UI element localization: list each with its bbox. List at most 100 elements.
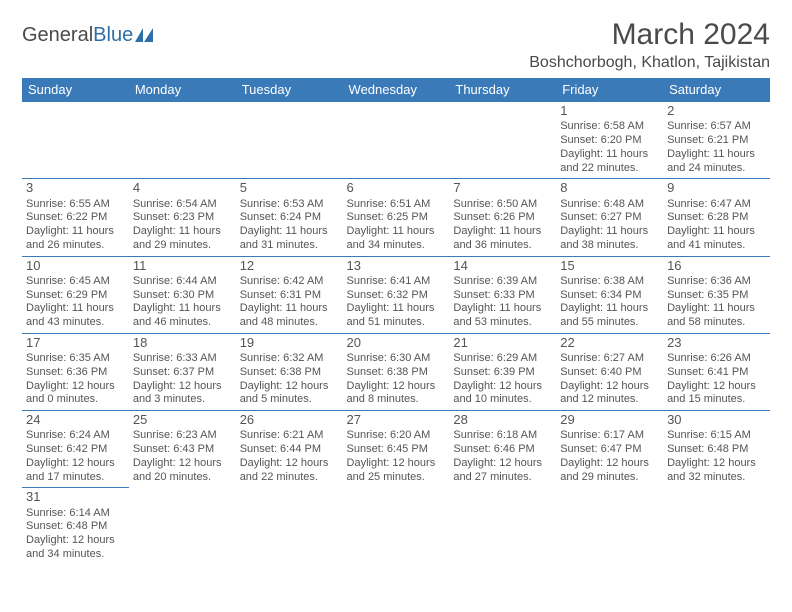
calendar-cell: 12Sunrise: 6:42 AMSunset: 6:31 PMDayligh… [236, 256, 343, 333]
sunset-text: Sunset: 6:34 PM [560, 289, 659, 303]
daylight-text: Daylight: 12 hours and 34 minutes. [26, 534, 125, 562]
day-number: 28 [453, 412, 552, 428]
daylight-text: Daylight: 11 hours and 36 minutes. [453, 225, 552, 253]
sunset-text: Sunset: 6:45 PM [347, 443, 446, 457]
calendar-cell: 23Sunrise: 6:26 AMSunset: 6:41 PMDayligh… [663, 333, 770, 410]
calendar-cell: 28Sunrise: 6:18 AMSunset: 6:46 PMDayligh… [449, 411, 556, 488]
calendar-cell: 13Sunrise: 6:41 AMSunset: 6:32 PMDayligh… [343, 256, 450, 333]
sunrise-text: Sunrise: 6:29 AM [453, 352, 552, 366]
calendar-cell: 15Sunrise: 6:38 AMSunset: 6:34 PMDayligh… [556, 256, 663, 333]
day-number: 10 [26, 258, 125, 274]
day-number: 7 [453, 180, 552, 196]
calendar-cell: 4Sunrise: 6:54 AMSunset: 6:23 PMDaylight… [129, 179, 236, 256]
sunrise-text: Sunrise: 6:36 AM [667, 275, 766, 289]
daylight-text: Daylight: 11 hours and 58 minutes. [667, 302, 766, 330]
calendar-cell: 22Sunrise: 6:27 AMSunset: 6:40 PMDayligh… [556, 333, 663, 410]
daylight-text: Daylight: 12 hours and 29 minutes. [560, 457, 659, 485]
daylight-text: Daylight: 12 hours and 0 minutes. [26, 380, 125, 408]
day-number: 30 [667, 412, 766, 428]
daylight-text: Daylight: 12 hours and 3 minutes. [133, 380, 232, 408]
daylight-text: Daylight: 11 hours and 38 minutes. [560, 225, 659, 253]
daylight-text: Daylight: 12 hours and 32 minutes. [667, 457, 766, 485]
daylight-text: Daylight: 11 hours and 53 minutes. [453, 302, 552, 330]
sunrise-text: Sunrise: 6:38 AM [560, 275, 659, 289]
calendar-cell: 19Sunrise: 6:32 AMSunset: 6:38 PMDayligh… [236, 333, 343, 410]
sunset-text: Sunset: 6:39 PM [453, 366, 552, 380]
sunset-text: Sunset: 6:20 PM [560, 134, 659, 148]
sunset-text: Sunset: 6:44 PM [240, 443, 339, 457]
calendar-table: Sunday Monday Tuesday Wednesday Thursday… [22, 78, 770, 565]
sunrise-text: Sunrise: 6:54 AM [133, 198, 232, 212]
day-number: 31 [26, 489, 125, 505]
calendar-cell: 9Sunrise: 6:47 AMSunset: 6:28 PMDaylight… [663, 179, 770, 256]
calendar-cell [343, 102, 450, 179]
calendar-week-row: 31Sunrise: 6:14 AMSunset: 6:48 PMDayligh… [22, 488, 770, 565]
calendar-cell: 18Sunrise: 6:33 AMSunset: 6:37 PMDayligh… [129, 333, 236, 410]
sunrise-text: Sunrise: 6:32 AM [240, 352, 339, 366]
sunrise-text: Sunrise: 6:44 AM [133, 275, 232, 289]
calendar-cell: 24Sunrise: 6:24 AMSunset: 6:42 PMDayligh… [22, 411, 129, 488]
day-number: 4 [133, 180, 232, 196]
daylight-text: Daylight: 11 hours and 51 minutes. [347, 302, 446, 330]
sunset-text: Sunset: 6:31 PM [240, 289, 339, 303]
logo-flag-icon [135, 28, 157, 44]
sunrise-text: Sunrise: 6:57 AM [667, 120, 766, 134]
daylight-text: Daylight: 12 hours and 5 minutes. [240, 380, 339, 408]
day-number: 9 [667, 180, 766, 196]
sunrise-text: Sunrise: 6:27 AM [560, 352, 659, 366]
sunrise-text: Sunrise: 6:15 AM [667, 429, 766, 443]
calendar-cell: 6Sunrise: 6:51 AMSunset: 6:25 PMDaylight… [343, 179, 450, 256]
sunrise-text: Sunrise: 6:48 AM [560, 198, 659, 212]
calendar-cell: 21Sunrise: 6:29 AMSunset: 6:39 PMDayligh… [449, 333, 556, 410]
sunrise-text: Sunrise: 6:14 AM [26, 507, 125, 521]
day-number: 19 [240, 335, 339, 351]
calendar-cell: 20Sunrise: 6:30 AMSunset: 6:38 PMDayligh… [343, 333, 450, 410]
calendar-cell: 7Sunrise: 6:50 AMSunset: 6:26 PMDaylight… [449, 179, 556, 256]
sunrise-text: Sunrise: 6:41 AM [347, 275, 446, 289]
sunset-text: Sunset: 6:24 PM [240, 211, 339, 225]
daylight-text: Daylight: 12 hours and 8 minutes. [347, 380, 446, 408]
day-header: Sunday [22, 78, 129, 102]
calendar-week-row: 10Sunrise: 6:45 AMSunset: 6:29 PMDayligh… [22, 256, 770, 333]
sunset-text: Sunset: 6:30 PM [133, 289, 232, 303]
sunset-text: Sunset: 6:42 PM [26, 443, 125, 457]
daylight-text: Daylight: 12 hours and 10 minutes. [453, 380, 552, 408]
calendar-cell [663, 488, 770, 565]
calendar-cell [236, 102, 343, 179]
sunset-text: Sunset: 6:33 PM [453, 289, 552, 303]
day-header: Monday [129, 78, 236, 102]
calendar-cell [449, 488, 556, 565]
sunrise-text: Sunrise: 6:39 AM [453, 275, 552, 289]
day-number: 5 [240, 180, 339, 196]
day-number: 29 [560, 412, 659, 428]
calendar-week-row: 1Sunrise: 6:58 AMSunset: 6:20 PMDaylight… [22, 102, 770, 179]
sunrise-text: Sunrise: 6:21 AM [240, 429, 339, 443]
sunrise-text: Sunrise: 6:20 AM [347, 429, 446, 443]
day-number: 17 [26, 335, 125, 351]
daylight-text: Daylight: 11 hours and 22 minutes. [560, 148, 659, 176]
sunrise-text: Sunrise: 6:17 AM [560, 429, 659, 443]
daylight-text: Daylight: 11 hours and 41 minutes. [667, 225, 766, 253]
daylight-text: Daylight: 12 hours and 12 minutes. [560, 380, 659, 408]
daylight-text: Daylight: 11 hours and 34 minutes. [347, 225, 446, 253]
sunset-text: Sunset: 6:40 PM [560, 366, 659, 380]
daylight-text: Daylight: 11 hours and 29 minutes. [133, 225, 232, 253]
day-number: 14 [453, 258, 552, 274]
sunset-text: Sunset: 6:27 PM [560, 211, 659, 225]
daylight-text: Daylight: 11 hours and 48 minutes. [240, 302, 339, 330]
sunrise-text: Sunrise: 6:35 AM [26, 352, 125, 366]
sunrise-text: Sunrise: 6:30 AM [347, 352, 446, 366]
calendar-week-row: 17Sunrise: 6:35 AMSunset: 6:36 PMDayligh… [22, 333, 770, 410]
location-subtitle: Boshchorbogh, Khatlon, Tajikistan [529, 54, 770, 72]
daylight-text: Daylight: 12 hours and 22 minutes. [240, 457, 339, 485]
day-number: 20 [347, 335, 446, 351]
calendar-week-row: 3Sunrise: 6:55 AMSunset: 6:22 PMDaylight… [22, 179, 770, 256]
sunset-text: Sunset: 6:46 PM [453, 443, 552, 457]
sunset-text: Sunset: 6:28 PM [667, 211, 766, 225]
daylight-text: Daylight: 12 hours and 27 minutes. [453, 457, 552, 485]
logo: GeneralBlue [22, 24, 157, 47]
day-number: 2 [667, 103, 766, 119]
sunrise-text: Sunrise: 6:23 AM [133, 429, 232, 443]
sunset-text: Sunset: 6:38 PM [347, 366, 446, 380]
month-title: March 2024 [529, 18, 770, 52]
